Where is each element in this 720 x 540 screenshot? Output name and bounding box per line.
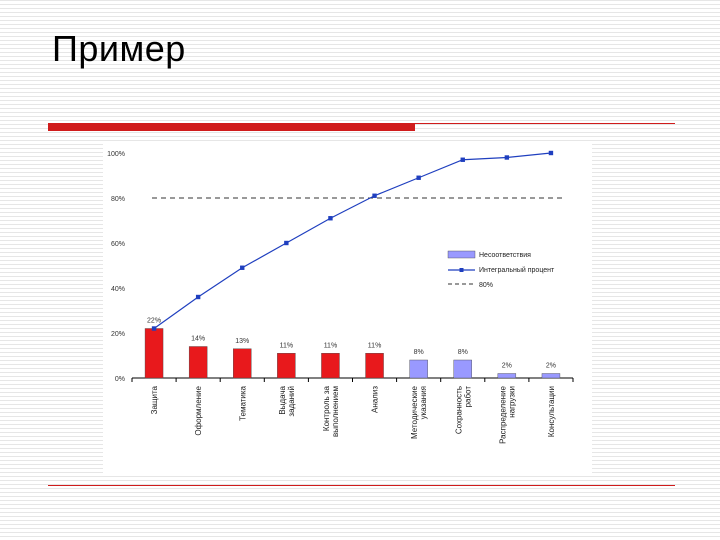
bar-value-label: 11% <box>324 342 338 349</box>
cumulative-line <box>153 152 552 329</box>
bar-value-label: 11% <box>368 342 382 349</box>
y-tick-label: 60% <box>111 241 125 248</box>
category-label: Выдачазаданий <box>278 385 296 416</box>
category-label: Распределениенагрузки <box>498 385 516 443</box>
category-label-line: Сохранность <box>454 386 463 434</box>
category-label-line: указания <box>419 386 428 419</box>
category-label: Защита <box>150 385 159 414</box>
category-label-line: Методические <box>410 385 419 439</box>
bar-10 <box>541 373 561 379</box>
chart-svg: 0% 20% 40% 60% 80% 100% 22% 14% 13% 11% 11% 11% 8% 8%… <box>107 150 574 444</box>
category-label: Оформление <box>194 385 203 435</box>
pareto-chart: 0% 20% 40% 60% 80% 100% 22% 14% 13% 11% 11% 11% 8% 8%… <box>103 141 592 474</box>
legend-label-bars: Несоответствия <box>479 252 531 259</box>
bar-5 <box>321 353 340 379</box>
bar-6 <box>365 353 384 379</box>
bar-value-label: 14% <box>191 336 205 343</box>
bar-4 <box>277 353 296 379</box>
bar-3 <box>233 348 252 379</box>
y-tick-label: 20% <box>111 331 125 338</box>
bar-7 <box>409 359 428 379</box>
cumulative-point <box>460 157 465 162</box>
cumulative-point <box>240 265 245 270</box>
legend-label-line: Интегральный процент <box>479 266 555 274</box>
bar-value-label: 8% <box>414 349 424 356</box>
y-tick-label: 100% <box>107 151 125 158</box>
category-label: Анализ <box>371 386 380 413</box>
footer-accent-line <box>48 485 675 486</box>
bar-value-label: 22% <box>147 318 161 325</box>
cumulative-point <box>504 155 510 160</box>
y-tick-label: 40% <box>111 286 125 293</box>
cumulative-point <box>284 240 289 246</box>
bar-value-label: 2% <box>502 363 512 370</box>
category-label: Контроль завыполнением <box>322 385 340 437</box>
cumulative-point <box>416 175 421 180</box>
bar-2 <box>188 346 208 379</box>
category-label-line: Тематика <box>238 385 247 420</box>
bar-value-label: 2% <box>546 363 556 370</box>
legend-swatch-line-marker <box>459 268 464 272</box>
title-accent-bar <box>48 123 415 131</box>
y-tick-label: 80% <box>111 196 125 203</box>
category-label-line: Защита <box>150 385 159 414</box>
category-label-line: Контроль за <box>322 385 331 431</box>
category-label-line: выполнением <box>331 386 340 437</box>
category-label-line: Выдача <box>278 385 287 414</box>
bar-value-label: 11% <box>280 342 294 349</box>
bar-value-label: 13% <box>235 338 249 345</box>
category-label-line: работ <box>463 386 472 408</box>
cumulative-point <box>195 294 201 300</box>
bar-1 <box>144 328 164 379</box>
bar-9 <box>497 373 517 379</box>
category-label-line: Анализ <box>371 386 380 413</box>
category-label: Консультации <box>547 386 556 437</box>
cumulative-point <box>151 326 157 331</box>
category-label-line: заданий <box>287 386 296 417</box>
y-tick-label: 0% <box>115 376 125 383</box>
title-accent-line <box>415 123 675 124</box>
cumulative-point <box>372 193 377 198</box>
bar-value-label: 8% <box>458 349 468 356</box>
bar-8 <box>453 359 472 379</box>
legend-label-ref: 80% <box>479 282 493 289</box>
cumulative-point <box>328 216 333 221</box>
category-label: Тематика <box>238 385 247 420</box>
category-label: Методическиеуказания <box>410 385 428 439</box>
category-label-line: Распределение <box>498 385 507 443</box>
category-label-line: Оформление <box>194 385 203 435</box>
category-label-line: нагрузки <box>507 386 516 418</box>
legend-swatch-bars <box>447 250 476 259</box>
category-label: Сохранностьработ <box>454 386 472 434</box>
cumulative-point <box>548 150 554 156</box>
slide-title: Пример <box>52 28 186 69</box>
category-label-line: Консультации <box>547 386 556 437</box>
